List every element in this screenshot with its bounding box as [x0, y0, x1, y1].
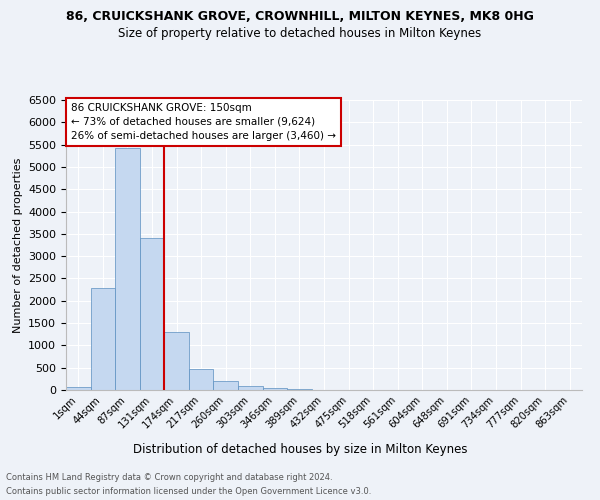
Bar: [263, 388, 287, 390]
Bar: [140, 238, 164, 390]
Bar: [214, 382, 238, 390]
Bar: [164, 332, 189, 390]
Text: 86 CRUICKSHANK GROVE: 150sqm
← 73% of detached houses are smaller (9,624)
26% of: 86 CRUICKSHANK GROVE: 150sqm ← 73% of de…: [71, 103, 336, 141]
Text: Contains public sector information licensed under the Open Government Licence v3: Contains public sector information licen…: [6, 488, 371, 496]
Text: Distribution of detached houses by size in Milton Keynes: Distribution of detached houses by size …: [133, 442, 467, 456]
Y-axis label: Number of detached properties: Number of detached properties: [13, 158, 23, 332]
Bar: [115, 148, 140, 390]
Bar: [91, 288, 115, 390]
Text: Size of property relative to detached houses in Milton Keynes: Size of property relative to detached ho…: [118, 28, 482, 40]
Text: Contains HM Land Registry data © Crown copyright and database right 2024.: Contains HM Land Registry data © Crown c…: [6, 472, 332, 482]
Bar: [287, 389, 312, 390]
Bar: [66, 388, 91, 390]
Bar: [238, 386, 263, 390]
Text: 86, CRUICKSHANK GROVE, CROWNHILL, MILTON KEYNES, MK8 0HG: 86, CRUICKSHANK GROVE, CROWNHILL, MILTON…: [66, 10, 534, 23]
Bar: [189, 368, 214, 390]
